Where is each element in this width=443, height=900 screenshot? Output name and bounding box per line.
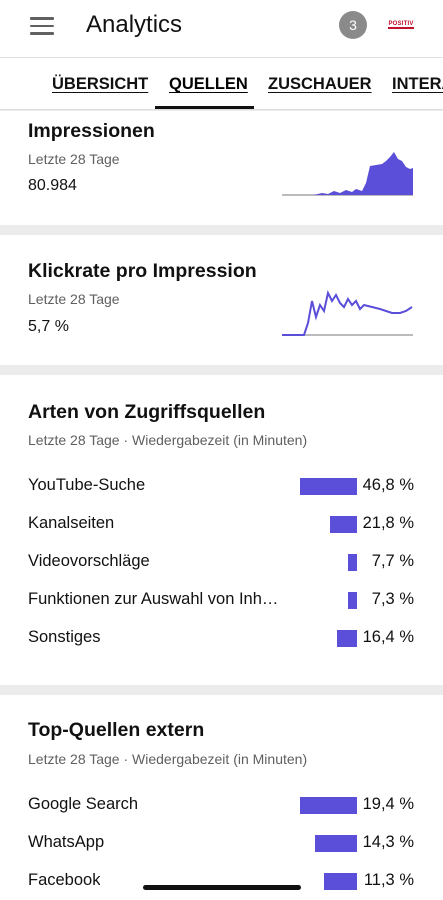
source-label: Kanalseiten: [28, 514, 115, 532]
source-row[interactable]: Sonstiges 16,4 %: [0, 623, 443, 653]
card-value: 5,7 %: [28, 318, 69, 335]
source-label: Funktionen zur Auswahl von Inha…: [28, 590, 286, 608]
source-percent: 7,3 %: [371, 590, 414, 608]
avatar-logo-text: POSITIV: [388, 21, 414, 29]
source-row[interactable]: Videovorschläge 7,7 %: [0, 547, 443, 577]
card-period: Letzte 28 Tage: [28, 291, 120, 307]
ctr-sparkline: [282, 290, 413, 336]
traffic-sources-card: Arten von Zugriffsquellen Letzte 28 Tage…: [0, 375, 443, 685]
impressions-sparkline: [282, 152, 413, 196]
source-percent: 19,4 %: [362, 795, 414, 813]
source-percent: 46,8 %: [362, 476, 414, 494]
card-value: 80.984: [28, 177, 77, 194]
source-label: Videovorschläge: [28, 552, 150, 570]
card-title: Arten von Zugriffsquellen: [28, 401, 266, 423]
card-title: Klickrate pro Impression: [28, 260, 257, 282]
tab-overview[interactable]: ÜBERSICHT: [52, 75, 149, 93]
source-label: Google Search: [28, 795, 139, 813]
card-subtitle: Letzte 28 Tage · Wiedergabezeit (in Minu…: [28, 432, 308, 448]
source-row[interactable]: Funktionen zur Auswahl von Inha… 7,3 %: [0, 585, 443, 615]
source-percent: 11,3 %: [363, 871, 414, 889]
tab-sources[interactable]: QUELLEN: [169, 75, 248, 93]
card-subtitle: Letzte 28 Tage · Wiedergabezeit (in Minu…: [28, 751, 308, 767]
external-sources-card: Top-Quellen extern Letzte 28 Tage · Wied…: [0, 695, 443, 900]
source-bar: [315, 835, 357, 852]
card-period: Letzte 28 Tage: [28, 151, 120, 167]
source-bar: [300, 797, 357, 814]
source-row[interactable]: Kanalseiten 21,8 %: [0, 509, 443, 539]
source-bar: [330, 516, 357, 533]
source-bar: [337, 630, 357, 647]
menu-icon[interactable]: [30, 17, 54, 37]
home-indicator: [143, 885, 301, 890]
source-percent: 16,4 %: [362, 628, 414, 646]
avatar[interactable]: POSITIV: [383, 12, 419, 38]
tab-interaction[interactable]: INTERA: [392, 75, 443, 93]
impressions-card[interactable]: Impressionen Letzte 28 Tage 80.984: [0, 111, 443, 225]
notification-badge[interactable]: 3: [339, 11, 367, 39]
card-title: Top-Quellen extern: [28, 719, 205, 741]
active-tab-indicator: [155, 106, 254, 109]
ctr-card[interactable]: Klickrate pro Impression Letzte 28 Tage …: [0, 235, 443, 365]
app-title: Analytics: [86, 11, 183, 38]
source-bar: [324, 873, 357, 890]
source-row[interactable]: WhatsApp 14,3 %: [0, 828, 443, 858]
app-bar: Analytics 3 POSITIV: [0, 0, 443, 58]
source-percent: 7,7 %: [371, 552, 414, 570]
source-percent: 21,8 %: [362, 514, 414, 532]
source-label: Facebook: [28, 871, 101, 889]
card-title: Impressionen: [28, 120, 155, 142]
tab-bar: ÜBERSICHT QUELLEN ZUSCHAUER INTERA: [0, 58, 443, 110]
source-bar: [348, 554, 357, 571]
source-row[interactable]: Facebook 11,3 %: [0, 866, 443, 896]
source-bar: [348, 592, 357, 609]
source-bar: [300, 478, 357, 495]
source-row[interactable]: YouTube-Suche 46,8 %: [0, 471, 443, 501]
source-label: WhatsApp: [28, 833, 105, 851]
source-percent: 14,3 %: [362, 833, 414, 851]
source-row[interactable]: Google Search 19,4 %: [0, 790, 443, 820]
source-label: Sonstiges: [28, 628, 101, 646]
tab-audience[interactable]: ZUSCHAUER: [268, 75, 372, 93]
source-label: YouTube-Suche: [28, 476, 146, 494]
